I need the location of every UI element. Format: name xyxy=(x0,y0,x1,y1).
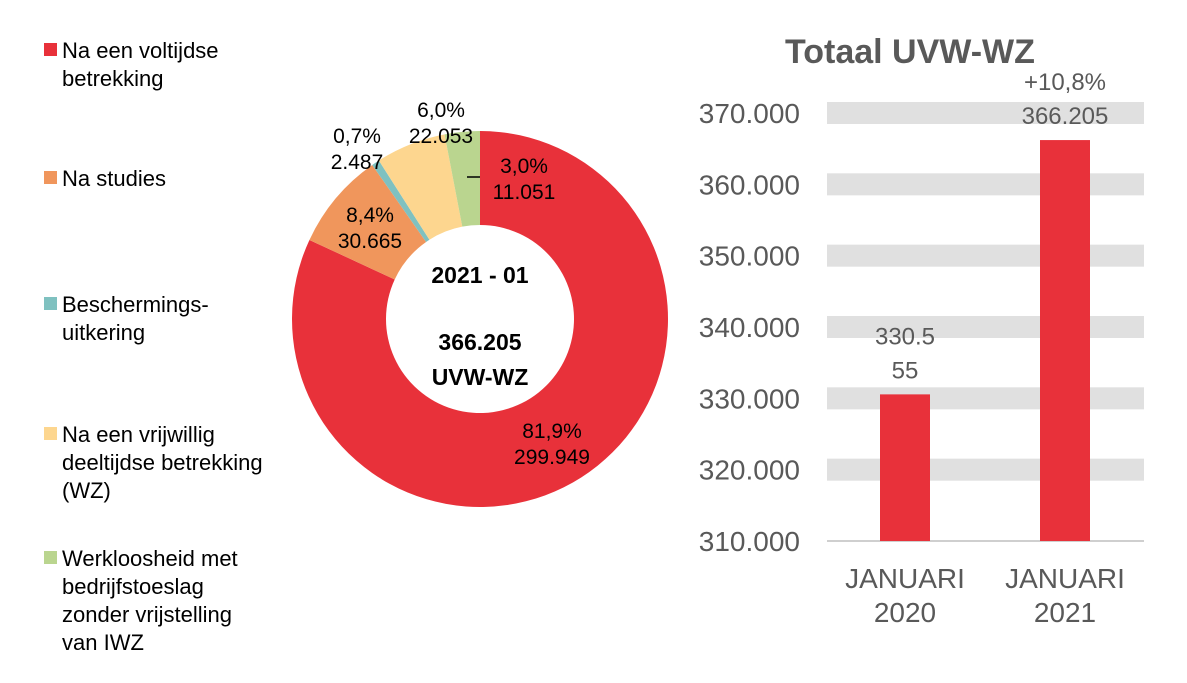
grid-band xyxy=(827,244,1144,267)
grid-band xyxy=(827,102,1144,124)
legend-label: Werkloosheid met bedrijfstoeslag zonder … xyxy=(62,546,238,655)
grid-band xyxy=(827,173,1144,196)
legend-item: Werkloosheid met bedrijfstoeslag zonder … xyxy=(44,545,238,657)
y-tick-label: 350.000 xyxy=(699,241,800,272)
y-tick-label: 360.000 xyxy=(699,169,800,200)
legend-item: Na studies xyxy=(44,165,166,193)
x-tick-label: 2020 xyxy=(874,597,936,628)
slice-percent-label: 6,0% xyxy=(417,99,465,122)
legend-label: Na een voltijdse betrekking xyxy=(62,38,219,91)
slice-value-label: 30.665 xyxy=(338,230,402,253)
donut-slice xyxy=(309,164,427,280)
donut-center-unit: UVW-WZ xyxy=(432,364,529,390)
legend-item: Na een vrijwillig deeltijdse betrekking … xyxy=(44,421,263,505)
x-tick-label: 2021 xyxy=(1034,597,1096,628)
bar-data-label: 55 xyxy=(892,357,919,384)
legend-swatch xyxy=(44,297,57,310)
legend-swatch xyxy=(44,551,57,564)
y-tick-label: 320.000 xyxy=(699,455,800,486)
donut-slice xyxy=(292,131,668,508)
legend-swatch xyxy=(44,43,57,56)
bar-data-label: +10,8% xyxy=(1024,69,1106,96)
slice-value-label: 299.949 xyxy=(514,446,590,469)
legend-item: Beschermings- uitkering xyxy=(44,291,209,347)
y-tick-label: 310.000 xyxy=(699,526,800,557)
bar-data-label: 330.5 xyxy=(875,323,935,350)
slice-percent-label: 81,9% xyxy=(522,420,582,443)
bar xyxy=(880,394,930,541)
bar-data-label: 366.205 xyxy=(1022,103,1109,130)
bar xyxy=(1040,140,1090,542)
donut-center-period: 2021 - 01 xyxy=(431,262,528,288)
slice-value-label: 11.051 xyxy=(493,181,556,204)
legend-item: Na een voltijdse betrekking xyxy=(44,37,219,93)
donut-slice xyxy=(378,134,463,240)
legend-swatch xyxy=(44,427,57,440)
grid-band xyxy=(827,458,1144,481)
bar-chart-title: Totaal UVW-WZ xyxy=(785,33,1035,71)
slice-value-label: 22.053 xyxy=(409,125,473,148)
slice-value-label: 2.487 xyxy=(331,151,384,174)
y-tick-label: 330.000 xyxy=(699,383,800,414)
donut-slice xyxy=(372,160,430,242)
slice-percent-label: 0,7% xyxy=(333,125,381,148)
legend-swatch xyxy=(44,171,57,184)
donut-slice xyxy=(444,131,480,227)
slice-percent-label: 8,4% xyxy=(346,204,394,227)
y-tick-label: 340.000 xyxy=(699,312,800,343)
legend-label: Na een vrijwillig deeltijdse betrekking … xyxy=(62,422,263,503)
legend-label: Beschermings- uitkering xyxy=(62,292,209,345)
legend-label: Na studies xyxy=(62,166,166,191)
x-tick-label: JANUARI xyxy=(1005,563,1125,594)
x-tick-label: JANUARI xyxy=(845,563,965,594)
y-tick-label: 370.000 xyxy=(699,98,800,129)
slice-percent-label: 3,0% xyxy=(500,155,548,178)
donut-center-total: 366.205 xyxy=(438,329,521,355)
grid-band xyxy=(827,387,1144,410)
